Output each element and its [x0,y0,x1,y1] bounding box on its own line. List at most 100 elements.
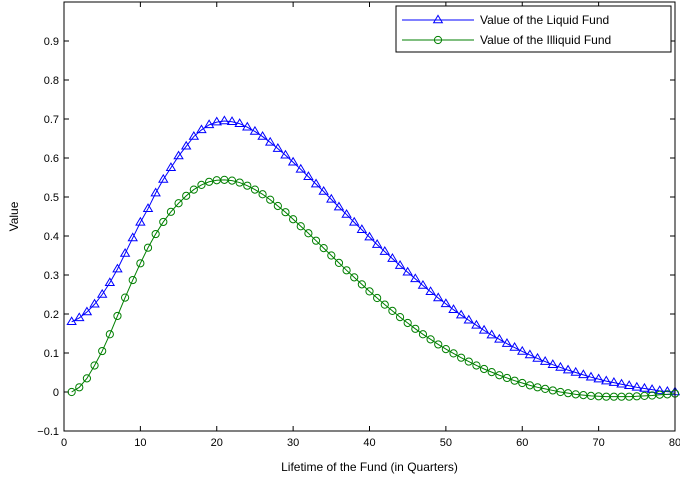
circle-marker-icon [433,35,443,45]
data-point [478,324,490,334]
data-point [457,353,466,362]
data-point [180,140,192,150]
data-point [310,178,322,188]
data-point [418,330,428,339]
data-point [243,181,252,190]
data-point [426,335,435,344]
data-point [295,163,307,173]
data-point [234,118,245,127]
data-point [510,376,519,385]
data-point [281,208,290,217]
data-point [356,224,368,234]
data-point [304,229,313,238]
data-point [341,208,352,218]
data-point [464,357,473,366]
data-point [395,313,405,322]
data-point [425,286,436,296]
data-point [623,380,635,390]
data-point [524,349,536,359]
data-point [562,364,574,374]
data-point [219,115,230,125]
data-point [471,319,482,329]
data-point [647,391,657,400]
data-point [135,216,146,226]
data-point [579,391,588,400]
data-point [486,329,497,339]
y-tick-label: 0.7 [44,114,59,126]
data-point [327,251,336,260]
x-tick-label: 60 [516,437,528,449]
data-point [196,124,207,134]
data-point [318,185,329,195]
data-point [203,119,215,129]
data-point [365,287,374,296]
data-point [532,352,543,362]
y-tick-label: 0.2 [44,309,59,321]
data-point [434,340,443,349]
data-point [525,381,534,390]
data-point [364,231,375,241]
data-point [494,333,505,343]
data-point [495,371,504,380]
data-point [571,390,580,399]
data-point [334,258,344,268]
data-point [98,346,107,356]
data-point [440,298,452,308]
y-tick-label: 0.1 [44,348,59,360]
data-point [272,143,284,152]
data-point [373,293,382,303]
data-point [81,306,93,316]
data-point [387,253,398,262]
y-tick-label: 0.6 [44,153,59,165]
data-point [105,330,114,339]
y-tick-label: −0.1 [37,426,59,438]
data-point [380,300,389,309]
data-point [127,232,138,242]
x-tick-label: 40 [363,437,375,449]
data-point [257,130,268,140]
legend-items: Value of the Liquid Fund Value of the Ill… [402,13,611,47]
data-point [188,130,200,140]
data-point [663,390,672,399]
data-point [287,156,299,166]
series-line [71,120,676,393]
data-point [616,378,627,388]
data-point [226,116,238,125]
y-tick-label: 0 [53,387,59,399]
data-point [539,356,551,365]
triangle-marker-icon [432,14,444,24]
data-point [66,316,77,326]
data-point [174,199,183,208]
data-point [411,324,420,333]
data-point [518,378,527,388]
data-point [432,292,444,302]
data-point [165,162,177,172]
data-point [326,193,337,203]
x-tick-label: 10 [134,437,146,449]
legend-item: Value of the Liquid Fund [402,13,609,27]
data-point [289,215,298,224]
data-point [75,383,84,392]
legend-item: Value of the Illiquid Fund [402,33,611,47]
data-point [205,177,214,186]
data-point [159,217,168,227]
data-point [182,191,191,200]
data-point [472,361,481,370]
series-1 [66,115,680,396]
data-point [151,229,160,239]
data-point [249,125,261,135]
data-point [463,314,475,324]
data-point [578,369,589,379]
y-tick-label: 0.8 [44,75,59,87]
data-point [455,309,467,319]
data-point [517,345,528,355]
data-point [441,345,450,354]
legend-box [395,5,672,53]
data-point [556,387,565,397]
data-point [402,266,413,276]
data-point [555,361,566,371]
data-point [379,246,391,255]
data-point [89,298,100,308]
data-point [74,312,85,322]
data-point [533,383,542,392]
